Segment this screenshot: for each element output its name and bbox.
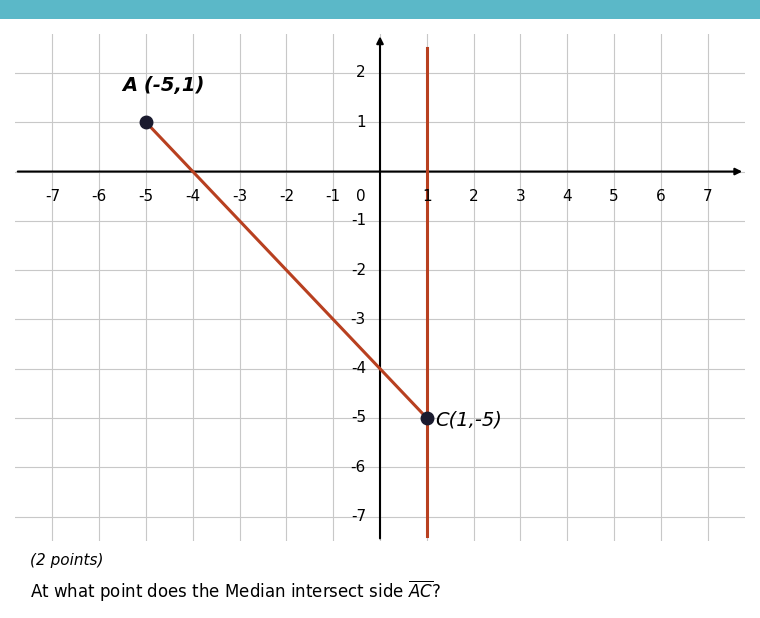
Text: -4: -4 [185, 188, 201, 204]
Text: -2: -2 [351, 263, 366, 277]
Text: 1: 1 [356, 115, 366, 130]
Text: -1: -1 [325, 188, 340, 204]
Text: -6: -6 [92, 188, 107, 204]
Text: -4: -4 [351, 361, 366, 376]
Text: At what point does the Median intersect side $\overline{AC}$?: At what point does the Median intersect … [30, 579, 442, 604]
Text: (2 points): (2 points) [30, 554, 104, 569]
Text: 2: 2 [356, 66, 366, 80]
Text: -1: -1 [351, 213, 366, 228]
Text: 3: 3 [515, 188, 525, 204]
Text: 7: 7 [703, 188, 712, 204]
Text: -3: -3 [350, 312, 366, 327]
Text: -7: -7 [351, 509, 366, 524]
Text: 5: 5 [610, 188, 619, 204]
Text: -3: -3 [232, 188, 247, 204]
Text: 4: 4 [562, 188, 572, 204]
Text: -7: -7 [45, 188, 60, 204]
Text: -5: -5 [351, 410, 366, 425]
Text: -6: -6 [350, 460, 366, 475]
Text: -5: -5 [138, 188, 154, 204]
Text: C(1,-5): C(1,-5) [435, 411, 502, 430]
Text: -2: -2 [279, 188, 294, 204]
Text: 0: 0 [356, 188, 366, 204]
Text: 6: 6 [656, 188, 666, 204]
Text: 2: 2 [469, 188, 478, 204]
Text: A (-5,1): A (-5,1) [122, 76, 205, 95]
Text: 1: 1 [422, 188, 432, 204]
